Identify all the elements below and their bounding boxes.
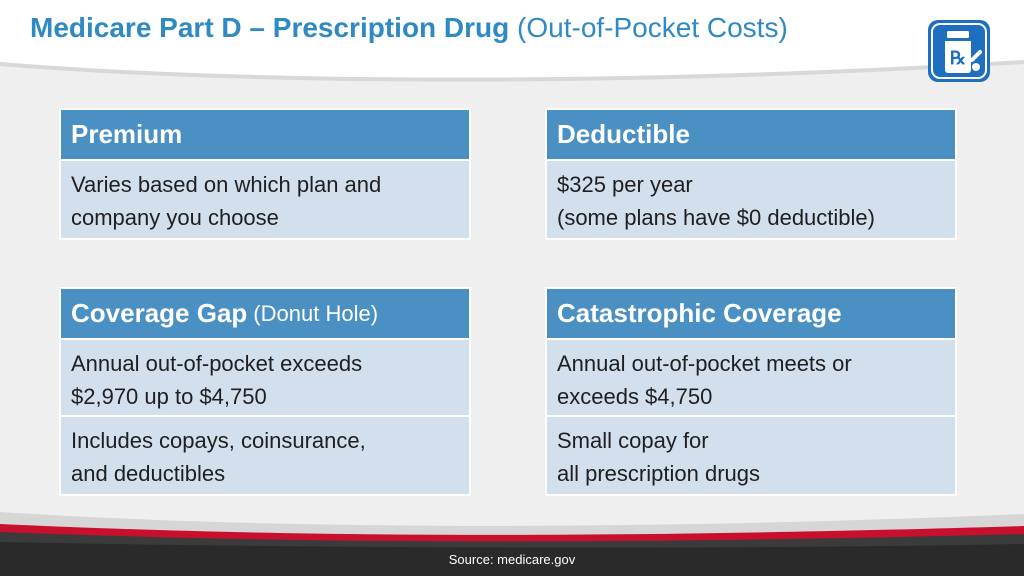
header-band — [0, 0, 1024, 82]
title-main: Medicare Part D – Prescription Drug — [30, 12, 510, 43]
premium-header: Premium — [61, 110, 469, 159]
coverage-gap-threshold: Annual out-of-pocket exceeds $2,970 up t… — [61, 340, 469, 415]
title-subtitle: (Out-of-Pocket Costs) — [517, 12, 788, 43]
catastrophic-copay-line-2: all prescription drugs — [557, 461, 760, 486]
coverage-gap-threshold-line-1: Annual out-of-pocket exceeds — [71, 351, 363, 376]
catastrophic-threshold: Annual out-of-pocket meets or exceeds $4… — [547, 340, 955, 415]
coverage-gap-includes-line-1: Includes copays, coinsurance, — [71, 428, 366, 453]
rx-symbol: ℞ — [950, 48, 966, 69]
deductible-detail: $325 per year (some plans have $0 deduct… — [547, 161, 955, 238]
catastrophic-header: Catastrophic Coverage — [547, 289, 955, 338]
catastrophic-copay: Small copay for all prescription drugs — [547, 417, 955, 494]
catastrophic-title: Catastrophic Coverage — [557, 298, 842, 328]
coverage-gap-includes-line-2: and deductibles — [71, 461, 226, 486]
premium-title: Premium — [71, 119, 183, 149]
coverage-gap-subtitle: (Donut Hole) — [253, 300, 379, 326]
catastrophic-coverage-card: Catastrophic Coverage Annual out-of-pock… — [545, 287, 957, 496]
deductible-header: Deductible — [547, 110, 955, 159]
coverage-gap-threshold-line-2: $2,970 up to $4,750 — [71, 384, 267, 409]
coverage-gap-includes: Includes copays, coinsurance, and deduct… — [61, 417, 469, 494]
prescription-bottle-icon: ℞ — [928, 20, 990, 82]
deductible-detail-line-1: $325 per year — [557, 172, 693, 197]
deductible-card: Deductible $325 per year (some plans hav… — [545, 108, 957, 240]
premium-detail: Varies based on which plan and company y… — [61, 161, 469, 238]
coverage-gap-title: Coverage Gap — [71, 298, 248, 328]
footer-band — [0, 512, 1024, 576]
coverage-gap-header: Coverage Gap (Donut Hole) — [61, 289, 469, 338]
catastrophic-threshold-line-2: exceeds $4,750 — [557, 384, 713, 409]
deductible-title: Deductible — [557, 119, 690, 149]
catastrophic-threshold-line-1: Annual out-of-pocket meets or — [557, 351, 852, 376]
premium-card: Premium Varies based on which plan and c… — [59, 108, 471, 240]
premium-detail-line-2: company you choose — [71, 205, 279, 230]
premium-detail-line-1: Varies based on which plan and — [71, 172, 382, 197]
source-caption: Source: medicare.gov — [448, 552, 576, 567]
coverage-gap-card: Coverage Gap (Donut Hole) Annual out-of-… — [59, 287, 471, 496]
catastrophic-copay-line-1: Small copay for — [557, 428, 709, 453]
deductible-detail-line-2: (some plans have $0 deductible) — [557, 205, 875, 230]
page-title: Medicare Part D – Prescription Drug (Out… — [30, 12, 788, 44]
